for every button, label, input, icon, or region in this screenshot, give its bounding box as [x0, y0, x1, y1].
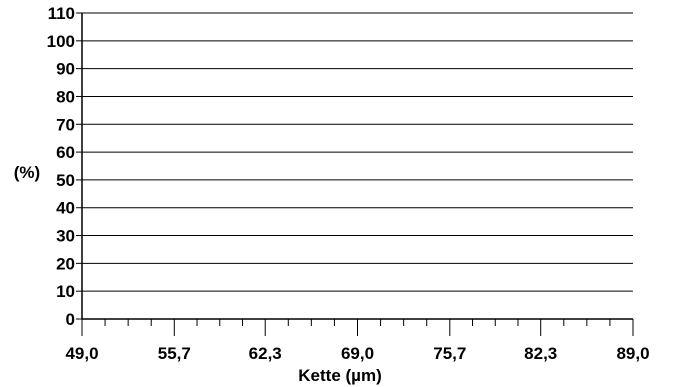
x-axis-title: Kette (µm) — [298, 366, 381, 385]
y-tick-label: 70 — [56, 115, 75, 134]
x-tick-label: 69,0 — [341, 344, 374, 363]
y-tick-label: 50 — [56, 171, 75, 190]
grid-lines — [82, 12, 633, 320]
y-tick-label: 20 — [56, 254, 75, 273]
y-tick-label: 60 — [56, 143, 75, 162]
x-tick-label: 89,0 — [616, 344, 649, 363]
y-tick-label: 100 — [47, 32, 75, 51]
y-tick-label: 30 — [56, 227, 75, 246]
x-tick-label: 49,0 — [65, 344, 98, 363]
x-tick-label: 62,3 — [249, 344, 282, 363]
axes — [76, 12, 634, 336]
y-tick-label: 0 — [66, 310, 75, 329]
tick-labels: 0 10 20 30 40 50 60 70 80 90 100 110 49,0 55,7 62,3 69,… — [47, 4, 650, 363]
x-tick-label: 55,7 — [158, 344, 191, 363]
x-tick-label: 82,3 — [524, 344, 557, 363]
y-tick-label: 40 — [56, 199, 75, 218]
y-tick-label: 10 — [56, 282, 75, 301]
y-tick-label: 110 — [48, 4, 75, 23]
y-tick-label: 90 — [56, 60, 75, 79]
y-tick-label: 80 — [56, 87, 75, 106]
x-tick-label: 75,7 — [433, 344, 466, 363]
y-axis-title: (%) — [14, 163, 40, 182]
